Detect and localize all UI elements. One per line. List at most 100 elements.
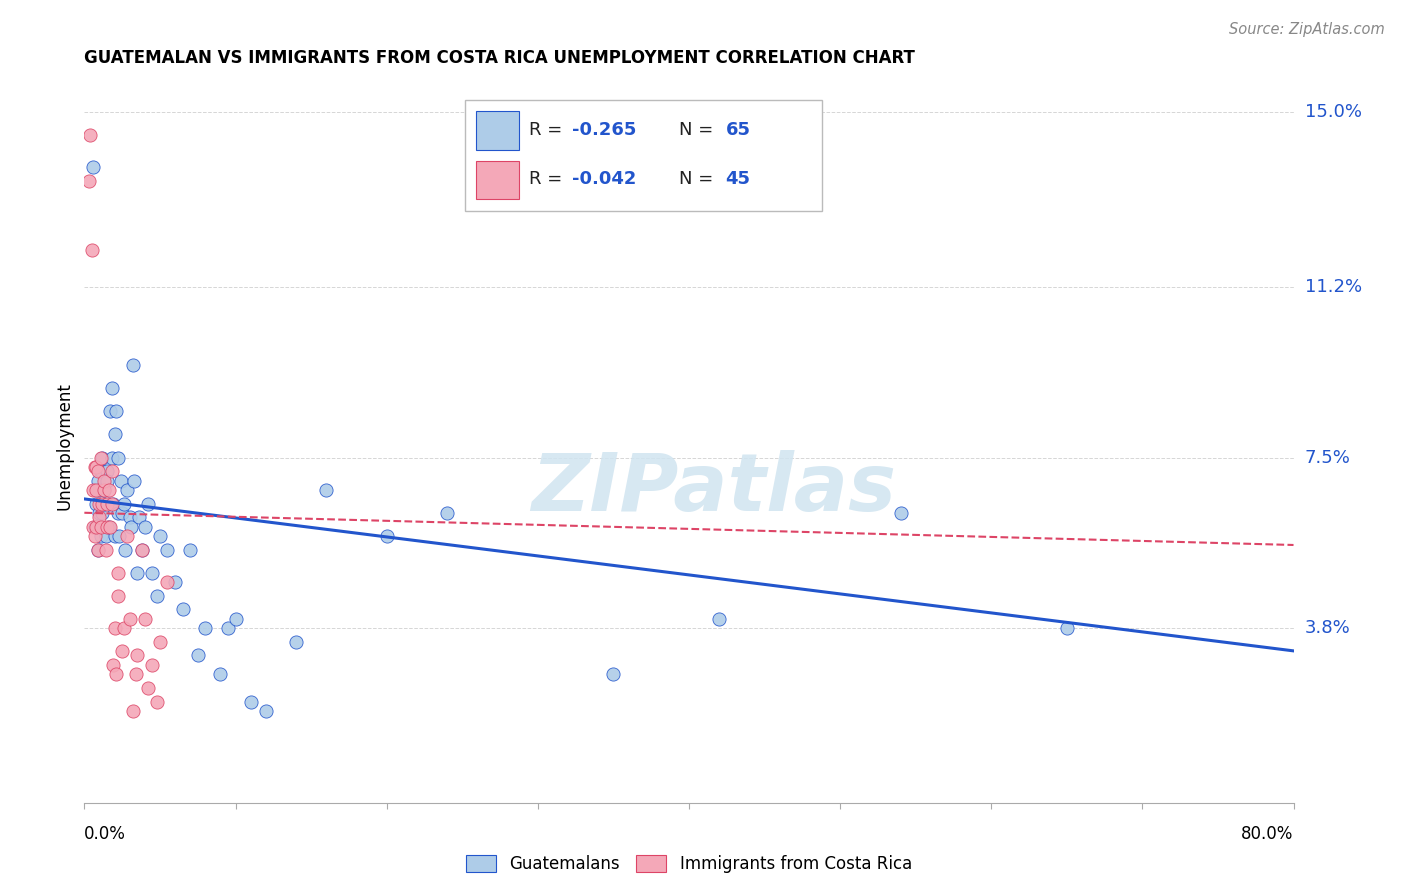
Point: [890, 506, 912, 520]
Point: [112, 497, 135, 511]
Point: [84, 519, 107, 533]
Point: [94, 529, 117, 543]
Point: [105, 404, 128, 418]
Point: [134, 519, 156, 533]
Point: [86, 519, 108, 533]
Point: [284, 634, 308, 648]
Point: [709, 612, 731, 626]
Point: [217, 621, 239, 635]
Point: [96, 519, 118, 533]
Point: [100, 497, 122, 511]
Point: [128, 510, 150, 524]
Point: [125, 666, 148, 681]
Point: [90, 450, 112, 465]
Point: [122, 474, 145, 488]
Point: [89, 483, 111, 497]
Y-axis label: Unemployment: Unemployment: [55, 382, 73, 510]
Point: [91, 450, 114, 465]
Point: [149, 529, 172, 543]
Point: [93, 483, 115, 497]
Point: [97, 497, 120, 511]
Text: Source: ZipAtlas.com: Source: ZipAtlas.com: [1229, 22, 1385, 37]
Point: [131, 542, 153, 557]
Point: [105, 666, 128, 681]
Point: [96, 464, 118, 478]
Text: 15.0%: 15.0%: [1305, 103, 1361, 121]
Point: [115, 529, 138, 543]
Point: [156, 574, 179, 589]
Point: [87, 464, 110, 478]
Point: [602, 666, 624, 681]
Text: 11.2%: 11.2%: [1305, 278, 1362, 296]
Point: [86, 459, 108, 474]
Point: [110, 474, 132, 488]
Point: [141, 566, 163, 580]
Point: [187, 648, 209, 663]
Point: [86, 483, 108, 497]
Point: [89, 497, 111, 511]
Point: [86, 497, 108, 511]
Point: [163, 574, 186, 589]
Point: [77, 174, 100, 188]
Text: 7.5%: 7.5%: [1305, 449, 1351, 467]
Legend: Guatemalans, Immigrants from Costa Rica: Guatemalans, Immigrants from Costa Rica: [460, 848, 918, 880]
Text: ZIPatlas: ZIPatlas: [530, 450, 896, 528]
Point: [104, 621, 127, 635]
Point: [107, 566, 129, 580]
Point: [120, 519, 142, 533]
Point: [100, 381, 122, 395]
Point: [127, 648, 149, 663]
Point: [82, 161, 104, 175]
Point: [111, 644, 134, 658]
Point: [101, 657, 124, 672]
Point: [146, 589, 169, 603]
Point: [94, 542, 117, 557]
Point: [146, 694, 169, 708]
Point: [115, 483, 138, 497]
Point: [131, 542, 153, 557]
Point: [96, 474, 118, 488]
Point: [134, 612, 156, 626]
Point: [225, 612, 247, 626]
Point: [209, 666, 232, 681]
Point: [112, 621, 135, 635]
Point: [84, 529, 107, 543]
Point: [87, 542, 110, 557]
Point: [121, 704, 143, 718]
Point: [89, 506, 111, 520]
Point: [97, 519, 120, 533]
Point: [107, 450, 129, 465]
Point: [172, 602, 194, 616]
Point: [84, 459, 107, 474]
Point: [136, 681, 159, 695]
Point: [100, 464, 122, 478]
Point: [101, 497, 124, 511]
Point: [107, 589, 129, 603]
Point: [107, 506, 129, 520]
Point: [89, 510, 111, 524]
Point: [97, 483, 120, 497]
Point: [156, 542, 179, 557]
Point: [91, 497, 114, 511]
Point: [127, 566, 149, 580]
Point: [87, 542, 110, 557]
Point: [90, 464, 112, 478]
Point: [239, 694, 262, 708]
Point: [179, 542, 201, 557]
Point: [104, 427, 127, 442]
Text: 0.0%: 0.0%: [84, 825, 127, 843]
Point: [98, 404, 121, 418]
Point: [118, 510, 141, 524]
Text: GUATEMALAN VS IMMIGRANTS FROM COSTA RICA UNEMPLOYMENT CORRELATION CHART: GUATEMALAN VS IMMIGRANTS FROM COSTA RICA…: [84, 49, 915, 67]
Point: [436, 506, 458, 520]
Point: [79, 128, 101, 143]
Point: [108, 529, 131, 543]
Point: [80, 244, 103, 258]
Point: [87, 474, 110, 488]
Point: [315, 483, 337, 497]
Point: [111, 506, 134, 520]
Point: [93, 474, 115, 488]
Point: [194, 621, 217, 635]
Point: [141, 657, 163, 672]
Point: [118, 612, 141, 626]
